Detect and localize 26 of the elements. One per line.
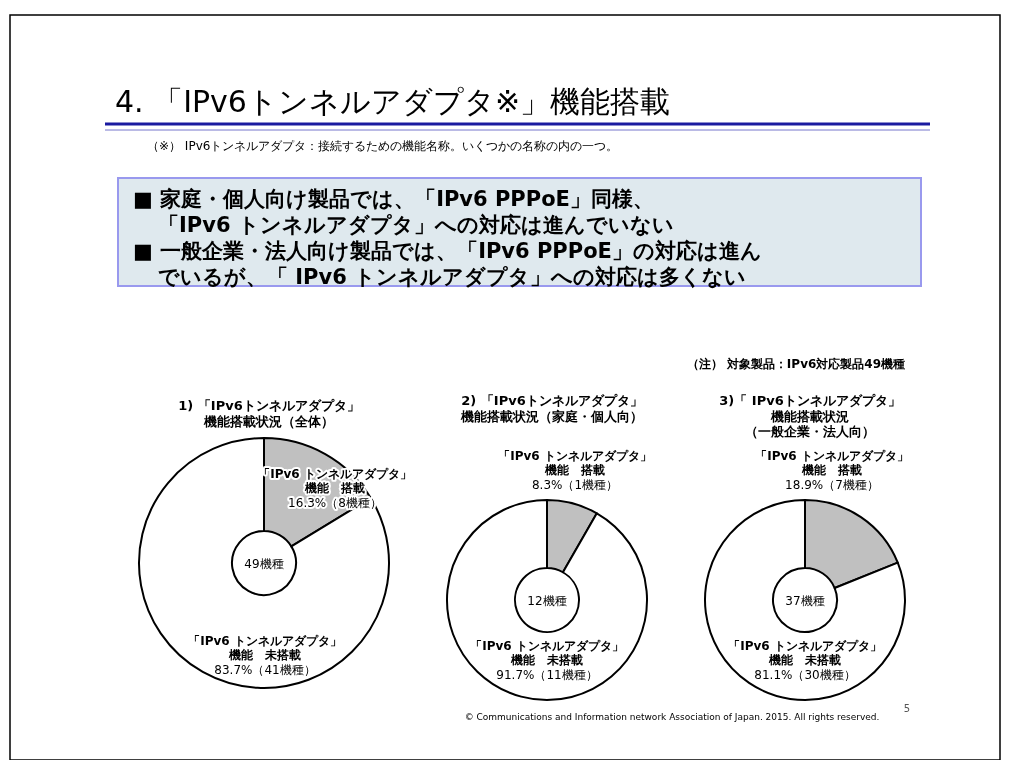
text: ■ 家庭・個人向け製品では、「IPv6 PPPoE」同様、 <box>133 187 654 211</box>
slice-label: 「IPv6 トンネルアダプタ」機能 搭載 <box>755 449 909 478</box>
data-label: 8.3%（1機種） <box>531 477 619 492</box>
data-label: 18.9%（7機種） <box>785 477 879 492</box>
text: でいるが、「 IPv6 トンネルアダプタ」への対応は多くない <box>158 265 747 289</box>
slice-label: 「IPv6 トンネルアダプタ」機能 未搭載 <box>728 639 882 668</box>
chart-title: 3)「 IPv6トンネルアダプタ」機能搭載状況（一般企業・法人向） <box>719 393 901 440</box>
slice-label: 「IPv6 トンネルアダプタ」機能 搭載 <box>498 449 652 478</box>
chart-title: 2) 「IPv6トンネルアダプタ」機能搭載状況（家庭・個人向） <box>460 393 643 424</box>
slice-label: 「IPv6 トンネルアダプタ」機能 搭載 <box>258 467 412 496</box>
text: 49機種 <box>244 557 284 571</box>
text: （注） 対象製品：IPv6対応製品49機種 <box>686 357 905 371</box>
data-label: 81.1%（30機種） <box>754 667 856 682</box>
data-label: 91.7%（11機種） <box>496 667 598 682</box>
slice-label: 「IPv6 トンネルアダプタ」機能 未搭載 <box>470 639 624 668</box>
data-label: 83.7%（41機種） <box>214 662 316 677</box>
chart-title: 1) 「IPv6トンネルアダプタ」機能搭載状況（全体） <box>178 398 360 429</box>
text: （※） IPv6トンネルアダプタ：接続するための機能名称。いくつかの名称の内の一つ。 <box>147 139 619 153</box>
slice-label: 「IPv6 トンネルアダプタ」機能 未搭載 <box>188 634 342 663</box>
text: 37機種 <box>785 594 825 608</box>
text: 12機種 <box>527 594 567 608</box>
text: 5 <box>903 703 911 714</box>
text: 4. 「IPv6トンネルアダプタ※」機能搭載 <box>115 84 671 119</box>
text: 「IPv6 トンネルアダプタ」への対応は進んでいない <box>158 213 674 237</box>
text: ■ 一般企業・法人向け製品では、「IPv6 PPPoE」の対応は進ん <box>133 239 762 263</box>
text: © Communications and Information network Association of Japan. 2015. All rights reserved. <box>464 712 880 722</box>
